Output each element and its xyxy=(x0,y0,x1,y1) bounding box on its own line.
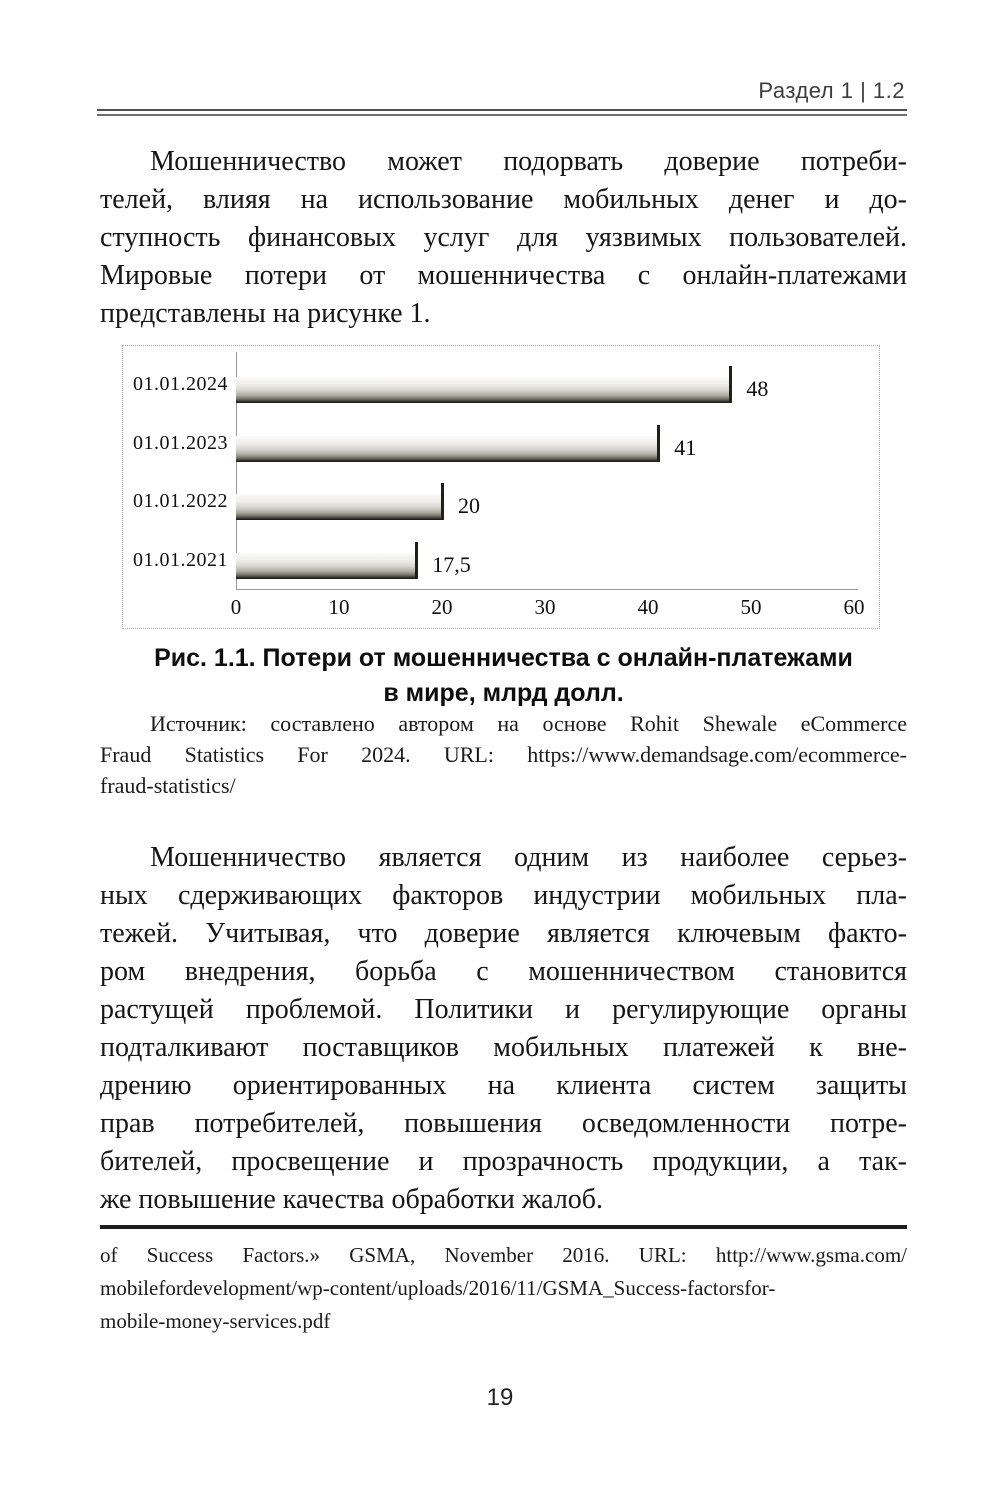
footnote-line: mobile-money-services.pdf xyxy=(100,1309,331,1333)
chart-bar xyxy=(236,424,661,462)
chart-x-tick-label: 0 xyxy=(230,595,242,619)
chart-row: 01.01.2024 48 xyxy=(123,346,879,405)
text-line: подталкивают поставщиков мобильных плате… xyxy=(100,1032,907,1063)
fraud-losses-bar-chart: 01.01.2024 48 01.01.2023 41 01.01.2022 20 01.0… xyxy=(122,345,880,629)
header-rule xyxy=(97,109,907,116)
source-line: Fraud Statistics For 2024. URL: https://… xyxy=(100,742,907,767)
source-line: fraud-statistics/ xyxy=(100,773,236,798)
text-line: тежей. Учитывая, что доверие является кл… xyxy=(100,918,907,949)
chart-bar-end-tick xyxy=(441,483,444,521)
chart-x-axis-line xyxy=(236,589,858,590)
chart-category-label: 01.01.2024 xyxy=(133,373,228,395)
text-line: ром внедрения, борьба с мошенничеством с… xyxy=(100,956,907,987)
text-line: представлены на рисунке 1. xyxy=(100,298,431,329)
chart-rows: 01.01.2024 48 01.01.2023 41 01.01.2022 20 01.0… xyxy=(123,346,879,589)
text-line: бителей, просвещение и прозрачность прод… xyxy=(100,1146,907,1177)
chart-bar xyxy=(236,542,419,580)
chart-bar-end-tick xyxy=(729,366,733,403)
chart-category-label: 01.01.2021 xyxy=(133,549,228,572)
text-line: ных сдерживающих факторов индустрии моби… xyxy=(100,880,907,911)
chart-value-label: 20 xyxy=(458,493,480,519)
chart-bar-end-tick xyxy=(657,424,661,462)
text-line: дрению ориентированных на клиента систем… xyxy=(100,1070,907,1101)
chart-x-ticks: 0 10 20 30 40 50 60 xyxy=(123,595,879,625)
paragraph-2: Мошенничество является одним из наиболее… xyxy=(100,839,907,1219)
chart-x-tick-label: 30 xyxy=(534,595,556,619)
text-line: же повышение качества обработки жалоб. xyxy=(100,1184,604,1215)
text-line: растущей проблемой. Политики и регулирую… xyxy=(100,994,907,1025)
figure-source: Источник: составлено автором на основе R… xyxy=(100,708,907,801)
figure-caption: Рис. 1.1. Потери от мошенничества с онла… xyxy=(100,641,907,711)
chart-value-label: 17,5 xyxy=(432,552,471,578)
chart-row: 01.01.2022 20 xyxy=(123,463,879,522)
footnote-line: mobilefordevelopment/wp-content/uploads/… xyxy=(100,1276,776,1300)
chart-row: 01.01.2023 41 xyxy=(123,405,879,464)
chart-value-label: 48 xyxy=(746,376,769,401)
chart-value-label: 41 xyxy=(674,434,697,460)
chart-row: 01.01.2021 17,5 xyxy=(123,522,879,581)
chart-x-tick-label: 10 xyxy=(328,595,350,619)
chart-x-tick-label: 50 xyxy=(740,595,762,619)
text-line: ступность финансовых услуг для уязвимых … xyxy=(100,222,907,253)
text-line: телей, влияя на использование мобильных … xyxy=(100,184,907,215)
chart-category-label: 01.01.2023 xyxy=(133,431,228,454)
text-line: Мошенничество является одним из наиболее… xyxy=(150,842,907,873)
text-line: прав потребителей, повышения осведомленн… xyxy=(100,1108,907,1139)
footnote-line: of Success Factors.» GSMA, November 2016… xyxy=(100,1243,907,1267)
chart-x-tick-label: 20 xyxy=(431,595,453,619)
figure-caption-line: в мире, млрд долл. xyxy=(383,679,624,707)
chart-category-label: 01.01.2022 xyxy=(133,490,228,513)
chart-bar-end-tick xyxy=(415,542,419,580)
chart-x-tick-label: 60 xyxy=(843,595,865,619)
footnote-rule xyxy=(100,1225,907,1229)
paragraph-1: Мошенничество может подорвать доверие по… xyxy=(100,143,907,333)
running-header: Раздел 1 | 1.2 xyxy=(758,78,905,103)
footnote: of Success Factors.» GSMA, November 2016… xyxy=(100,1239,907,1338)
text-line: Мошенничество может подорвать доверие по… xyxy=(150,146,907,177)
chart-bar xyxy=(236,366,733,403)
figure-caption-line: Рис. 1.1. Потери от мошенничества с онла… xyxy=(154,644,853,672)
page-number: 19 xyxy=(486,1384,514,1411)
source-line: Источник: составлено автором на основе R… xyxy=(150,711,907,736)
chart-x-tick-label: 40 xyxy=(637,595,659,619)
chart-bar xyxy=(236,483,444,521)
text-line: Мировые потери от мошенничества с онлайн… xyxy=(100,260,907,291)
chart-y-axis-line xyxy=(236,352,237,590)
